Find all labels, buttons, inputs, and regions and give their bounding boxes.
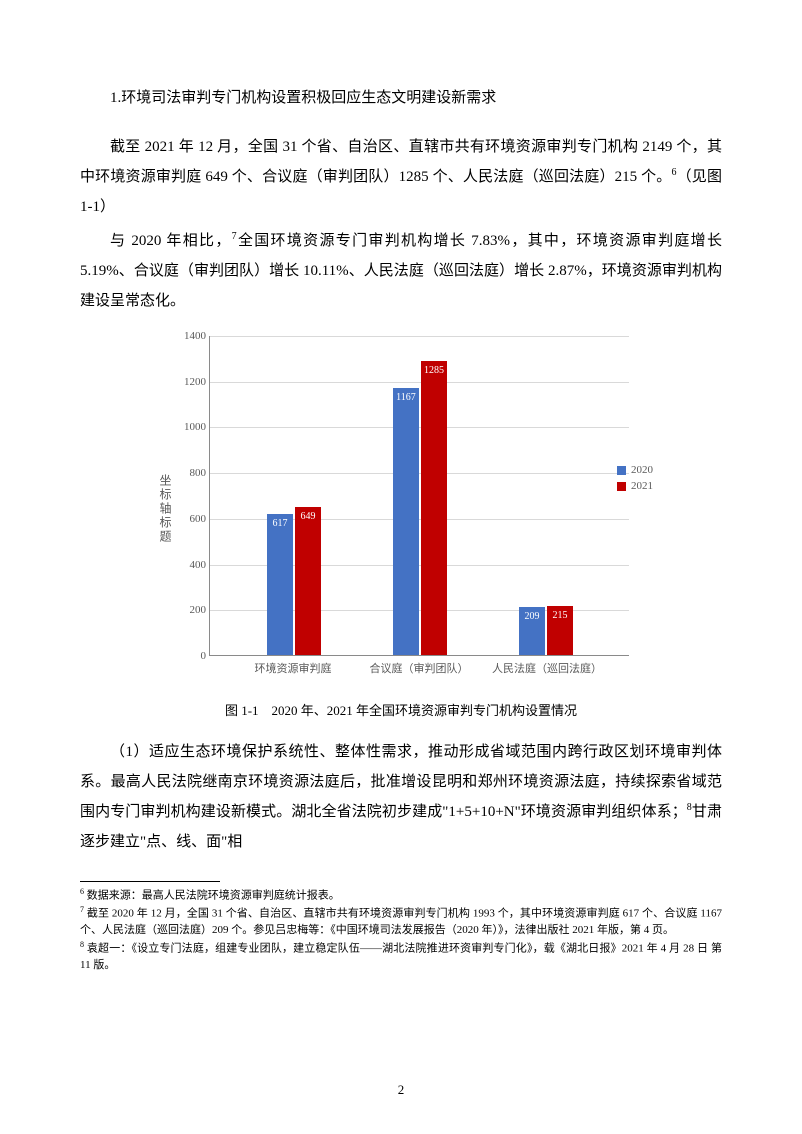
footnote-text-8: 袁超一：《设立专门法庭，组建专业团队，建立稳定队伍——湖北法院推进环资审判专门化… xyxy=(80,942,722,971)
chart-caption: 图 1-1 2020 年、2021 年全国环境资源审判专门机构设置情况 xyxy=(80,700,722,719)
y-tick-label: 1000 xyxy=(174,421,206,433)
para2-text-a: 与 2020 年相比， xyxy=(110,233,232,249)
legend-item-2020: 2020 xyxy=(617,464,653,476)
footnote-text-6: 数据来源：最高人民法院环境资源审判庭统计报表。 xyxy=(87,890,340,902)
x-tick-label: 合议庭（审判团队） xyxy=(370,660,469,676)
footnote-num-6: 6 xyxy=(80,887,84,896)
y-tick-label: 200 xyxy=(174,604,206,616)
gridline xyxy=(210,473,629,474)
bar-value-label: 209 xyxy=(519,611,545,622)
paragraph-2: 与 2020 年相比，7全国环境资源专门审判机构增长 7.83%，其中，环境资源… xyxy=(80,226,722,316)
gridline xyxy=(210,382,629,383)
bar: 649 xyxy=(295,507,321,655)
bar-value-label: 617 xyxy=(267,518,293,529)
page-number: 2 xyxy=(0,1082,802,1098)
legend-item-2021: 2021 xyxy=(617,480,653,492)
para3-text-a: （1）适应生态环境保护系统性、整体性需求，推动形成省域范围内跨行政区划环境审判体… xyxy=(80,744,722,820)
footnote-num-7: 7 xyxy=(80,905,84,914)
para1-text-a: 截至 2021 年 12 月，全国 31 个省、自治区、直辖市共有环境资源审判专… xyxy=(80,139,722,185)
paragraph-1: 截至 2021 年 12 月，全国 31 个省、自治区、直辖市共有环境资源审判专… xyxy=(80,132,722,222)
gridline xyxy=(210,427,629,428)
bar-value-label: 1167 xyxy=(393,392,419,403)
legend-swatch-2020 xyxy=(617,466,626,475)
x-tick-label: 人民法庭（巡回法庭） xyxy=(492,660,598,676)
paragraph-3: （1）适应生态环境保护系统性、整体性需求，推动形成省域范围内跨行政区划环境审判体… xyxy=(80,737,722,857)
legend-label-2021: 2021 xyxy=(631,480,653,492)
y-axis-title: 坐标轴标题 xyxy=(157,474,174,544)
chart-legend: 2020 2021 xyxy=(617,464,653,496)
footnote-divider xyxy=(80,881,220,882)
footnote-num-8: 8 xyxy=(80,940,84,949)
plot-area: 0200400600800100012001400617649116712852… xyxy=(209,336,629,656)
footnote-7: 7 截至 2020 年 12 月，全国 31 个省、自治区、直辖市共有环境资源审… xyxy=(80,904,722,939)
bar: 1285 xyxy=(421,361,447,655)
y-tick-label: 600 xyxy=(174,513,206,525)
y-tick-label: 1200 xyxy=(174,376,206,388)
legend-label-2020: 2020 xyxy=(631,464,653,476)
bar-value-label: 1285 xyxy=(421,365,447,376)
gridline xyxy=(210,336,629,337)
y-tick-label: 800 xyxy=(174,467,206,479)
y-tick-label: 0 xyxy=(174,650,206,662)
bar: 215 xyxy=(547,606,573,655)
footnote-6: 6 数据来源：最高人民法院环境资源审判庭统计报表。 xyxy=(80,886,722,904)
bar-value-label: 649 xyxy=(295,511,321,522)
legend-swatch-2021 xyxy=(617,482,626,491)
section-heading: 1.环境司法审判专门机构设置积极回应生态文明建设新需求 xyxy=(80,85,722,112)
y-tick-label: 400 xyxy=(174,559,206,571)
bar: 209 xyxy=(519,607,545,655)
y-tick-label: 1400 xyxy=(174,330,206,342)
footnote-text-7: 截至 2020 年 12 月，全国 31 个省、自治区、直辖市共有环境资源审判专… xyxy=(80,908,722,937)
bar-chart: 坐标轴标题 0 200 400 600 800 1000 1200 1400 617649 116… xyxy=(151,324,651,694)
bar: 1167 xyxy=(393,388,419,655)
bar: 617 xyxy=(267,514,293,655)
bar-value-label: 215 xyxy=(547,610,573,621)
chart-container: 坐标轴标题 0 200 400 600 800 1000 1200 1400 617649 116… xyxy=(151,324,651,694)
x-tick-label: 环境资源审判庭 xyxy=(255,660,332,676)
footnote-8: 8 袁超一：《设立专门法庭，组建专业团队，建立稳定队伍——湖北法院推进环资审判专… xyxy=(80,939,722,974)
